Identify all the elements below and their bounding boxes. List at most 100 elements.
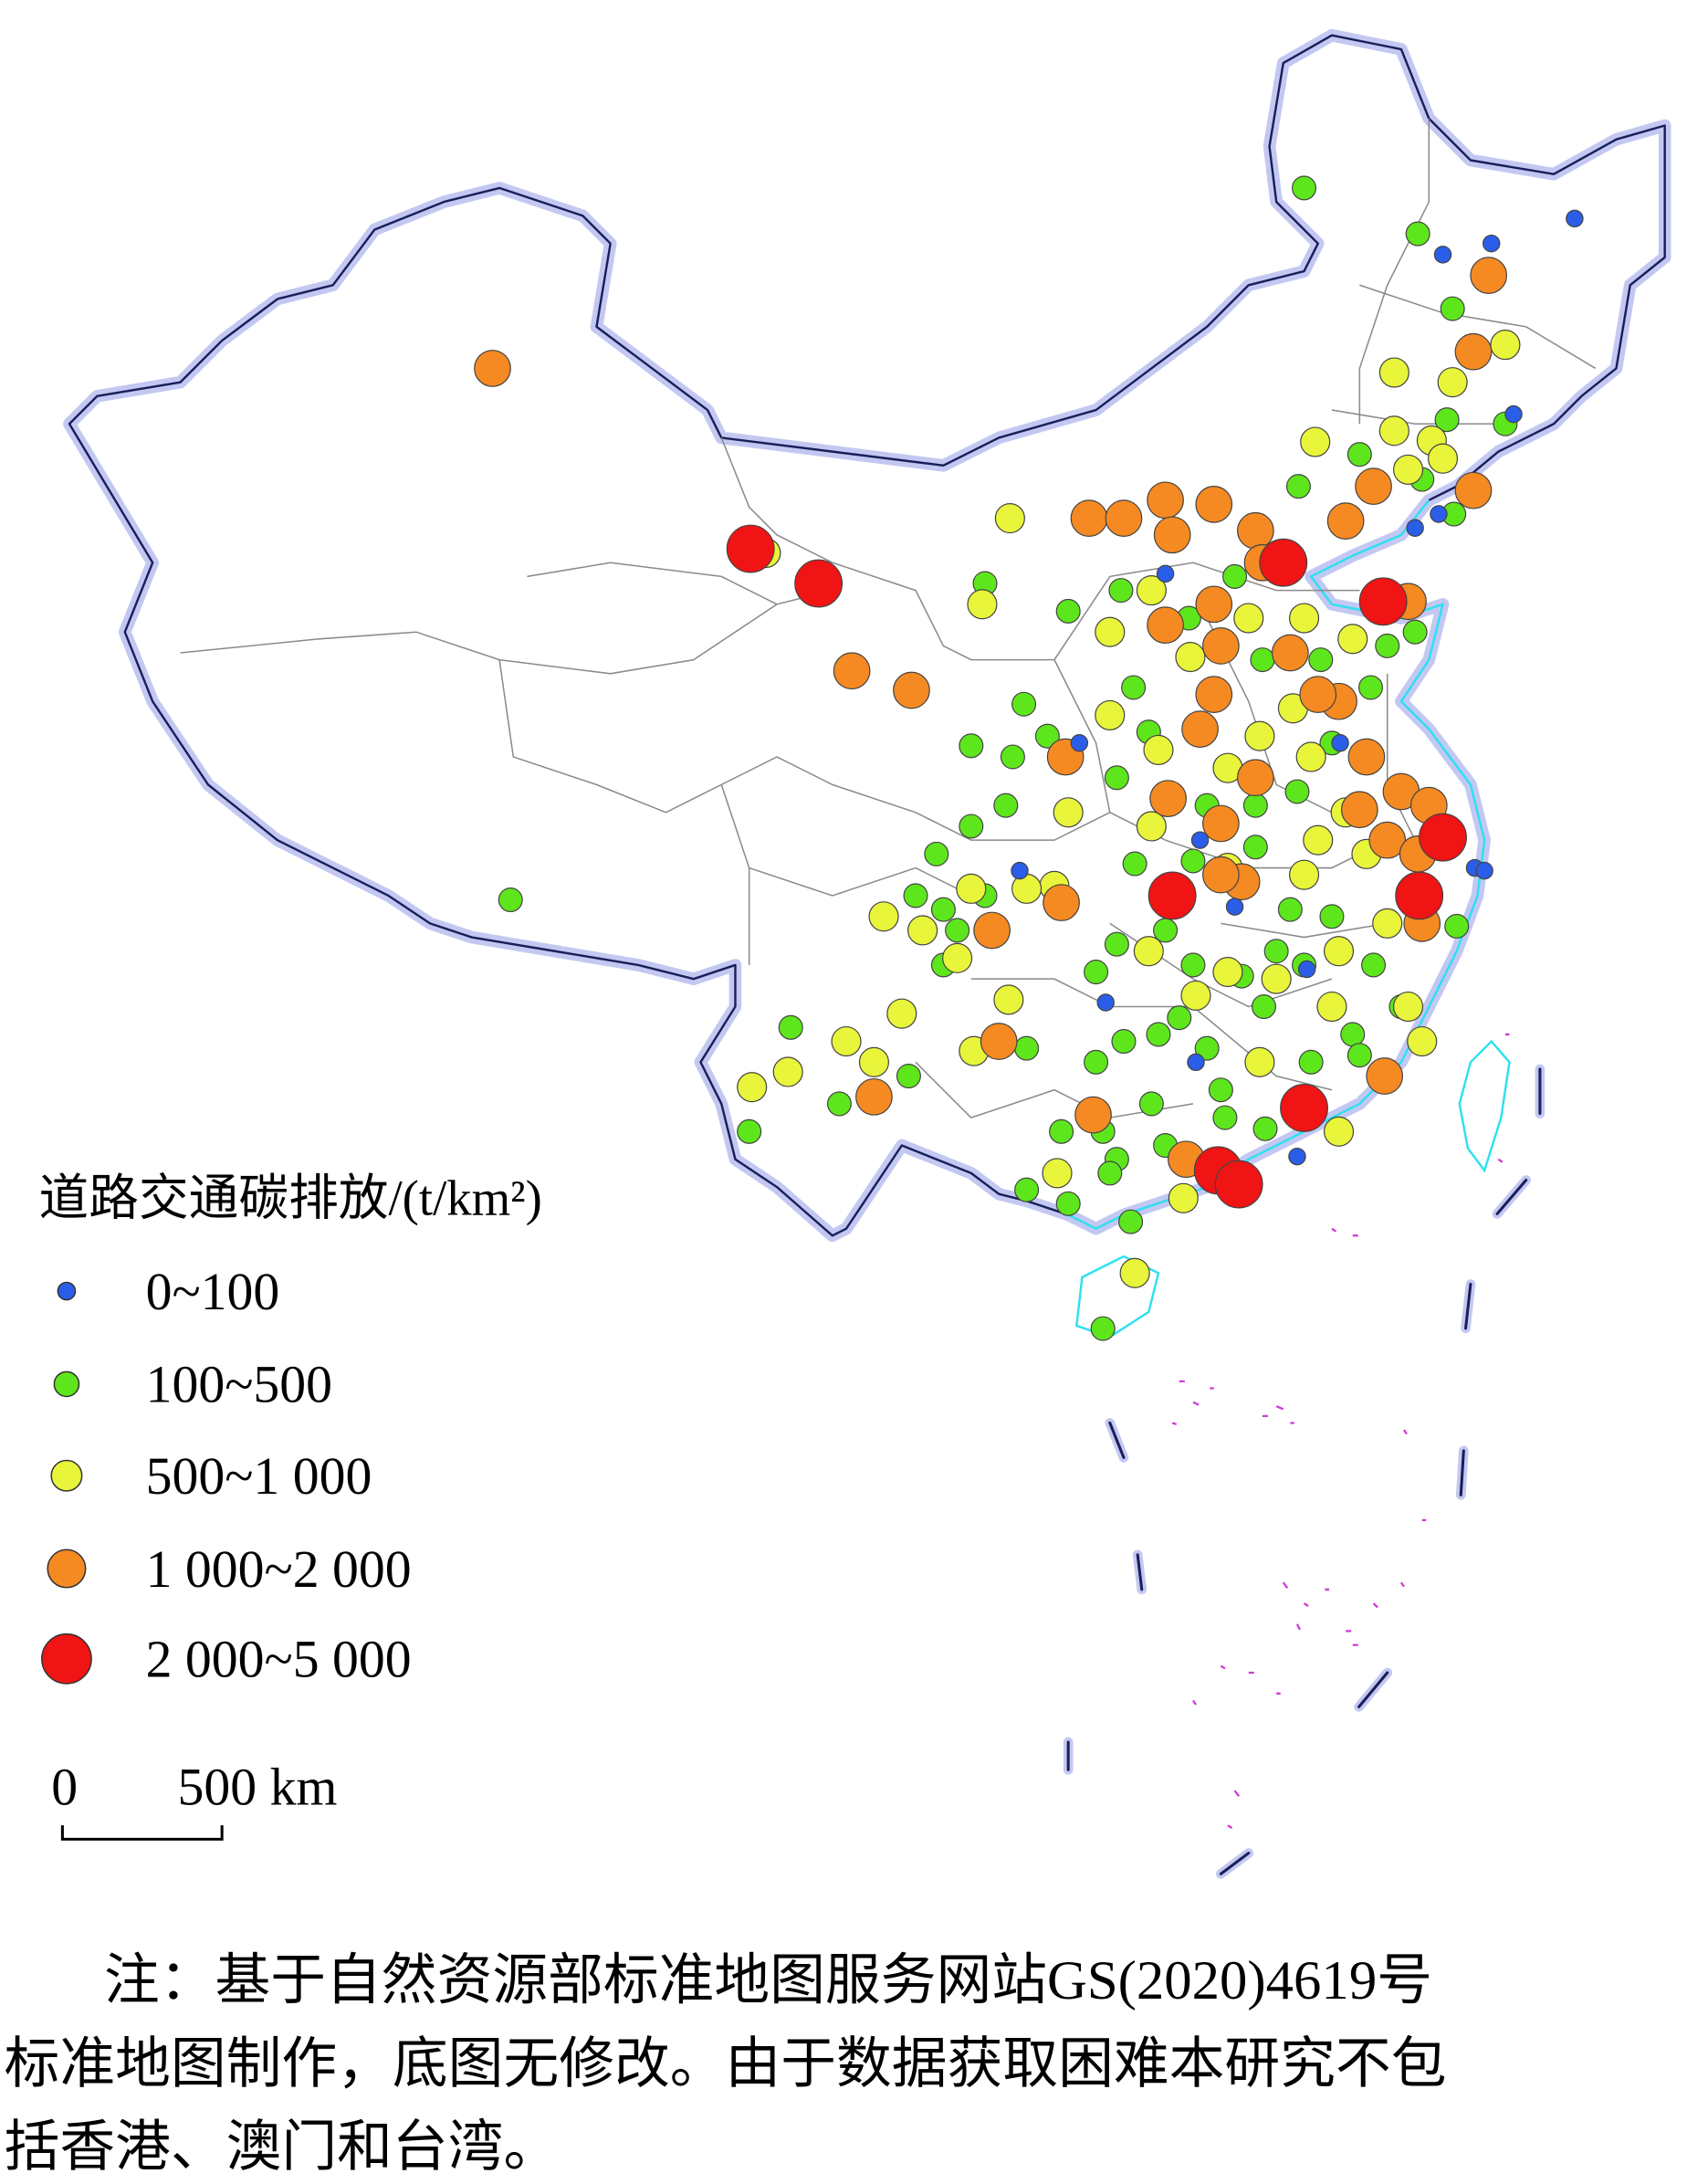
site-marker [980, 1023, 1018, 1060]
site-marker [886, 998, 917, 1029]
site-marker [1011, 691, 1037, 717]
site-marker [1242, 793, 1268, 818]
site-marker [1146, 1022, 1171, 1047]
site-marker [1136, 575, 1167, 606]
site-marker [1285, 474, 1311, 499]
site-marker [945, 918, 970, 943]
legend-marker [53, 1370, 80, 1398]
site-marker [778, 1014, 803, 1040]
legend-label: 0~100 [146, 1264, 280, 1321]
site-marker [1470, 257, 1508, 294]
base-map [63, 28, 1671, 1879]
site-marker [1014, 1177, 1040, 1202]
site-marker [1323, 1116, 1355, 1147]
site-marker [1043, 884, 1080, 921]
note: 注：基于自然资源部标准地图服务网站GS(2020)4619号 标准地图制作，底图… [5, 1950, 1447, 2178]
site-marker [1180, 980, 1211, 1011]
legend-marker [50, 1459, 83, 1492]
site-marker [1331, 734, 1349, 752]
site-marker [930, 897, 956, 922]
site-marker [907, 915, 938, 946]
site-marker [1297, 960, 1316, 979]
site-marker [1482, 234, 1501, 253]
site-marker [1244, 1046, 1275, 1077]
site-marker [1212, 956, 1243, 988]
site-marker [1419, 813, 1467, 862]
site-marker [1147, 871, 1197, 920]
site-marker [1395, 871, 1444, 920]
site-marker [1357, 675, 1384, 700]
site-marker [1284, 779, 1310, 804]
site-marker [1490, 330, 1521, 361]
site-marker [1392, 991, 1424, 1023]
site-marker [1368, 821, 1407, 859]
site-marker [1361, 952, 1387, 978]
site-marker [1236, 759, 1274, 797]
site-marker [1337, 624, 1368, 655]
site-marker [1236, 511, 1274, 550]
site-marker [1303, 824, 1334, 856]
site-marker [1430, 505, 1448, 523]
site-marker [1308, 647, 1334, 673]
site-marker [1055, 1191, 1081, 1216]
scale-end: 500 km [178, 1759, 338, 1816]
site-marker [868, 901, 899, 932]
site-marker [1104, 931, 1129, 957]
site-marker [1319, 904, 1345, 929]
province-lines [180, 118, 1597, 1118]
site-marker [855, 1077, 893, 1116]
site-marker [1202, 627, 1240, 665]
site-marker [1326, 502, 1365, 540]
legend-marker [57, 1281, 77, 1301]
border-line [68, 34, 1666, 1237]
site-marker [1298, 1049, 1324, 1075]
site-marker [967, 589, 998, 620]
site-marker [1143, 734, 1174, 765]
site-marker [1070, 734, 1089, 752]
scale-start: 0 [51, 1759, 78, 1816]
site-marker [1233, 603, 1264, 634]
site-marker [1280, 1084, 1328, 1132]
site-marker [1316, 991, 1347, 1023]
site-marker [772, 1056, 803, 1087]
note-line: 括香港、澳门和台湾。 [5, 2117, 560, 2179]
scale-line [60, 1825, 224, 1841]
site-marker [1180, 952, 1206, 978]
site-marker [1212, 1105, 1238, 1130]
site-marker [1104, 765, 1129, 791]
site-marker [1202, 856, 1240, 894]
site-marker [1149, 780, 1187, 817]
site-marker [1119, 1257, 1150, 1288]
site-marker [1251, 994, 1277, 1020]
site-marker [1208, 1077, 1233, 1103]
site-marker [1070, 499, 1108, 537]
site-marker [993, 984, 1024, 1015]
site-marker [1175, 641, 1206, 673]
site-marker [1014, 1035, 1040, 1061]
site-marker [737, 1072, 768, 1103]
site-marker [1156, 564, 1175, 583]
site-marker [1168, 1182, 1199, 1213]
site-marker [1090, 1316, 1116, 1341]
site-marker [1299, 676, 1337, 713]
site-marker [1346, 442, 1372, 467]
site-marker [1244, 720, 1275, 751]
site-marker [893, 671, 930, 709]
site-marker [1288, 603, 1320, 634]
site-marker [1153, 516, 1191, 554]
site-marker [1340, 1022, 1366, 1047]
site-marker [1277, 897, 1303, 922]
site-marker [1566, 209, 1584, 228]
site-marker [1105, 499, 1143, 537]
site-marker [1202, 804, 1240, 843]
site-marker [833, 652, 871, 690]
legend: 道路交通碳排放/(t/km²) 0~100 100~500 500~1 000 1 0… [39, 1170, 542, 1688]
site-marker [1288, 859, 1320, 890]
site-marker [1444, 913, 1470, 939]
site-marker [1427, 443, 1459, 474]
site-marker [1095, 699, 1126, 730]
site-marker [956, 873, 987, 904]
site-marker [896, 1063, 921, 1089]
site-marker [1138, 1091, 1164, 1117]
